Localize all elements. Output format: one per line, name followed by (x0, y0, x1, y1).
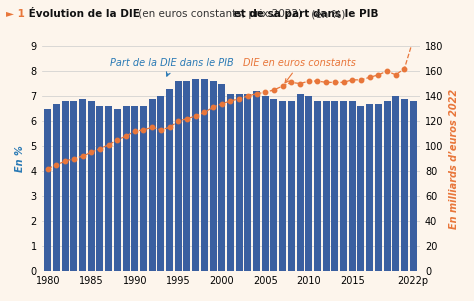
Bar (88, 101, 95, 271)
Bar (114, 109, 121, 271)
Bar (105, 106, 112, 271)
Bar (140, 106, 147, 271)
Bar (53, 104, 60, 271)
Text: (en %): (en %) (308, 9, 346, 19)
Bar (305, 96, 312, 271)
Bar (227, 94, 234, 271)
Bar (245, 94, 251, 271)
Bar (340, 101, 347, 271)
Bar (201, 79, 208, 271)
Bar (288, 101, 295, 271)
Bar (79, 99, 86, 271)
Bar (236, 94, 243, 271)
Bar (323, 101, 329, 271)
Bar (253, 91, 260, 271)
Bar (210, 81, 217, 271)
Bar (279, 101, 286, 271)
Y-axis label: En %: En % (15, 145, 25, 172)
Bar (218, 84, 225, 271)
Bar (271, 99, 277, 271)
Bar (44, 109, 51, 271)
Bar (392, 96, 399, 271)
Text: Évolution de la DIE: Évolution de la DIE (25, 9, 139, 19)
Text: ► 1: ► 1 (6, 9, 25, 19)
Bar (314, 101, 321, 271)
Text: et de sa part dans le PIB: et de sa part dans le PIB (230, 9, 378, 19)
Bar (62, 101, 69, 271)
Bar (192, 79, 199, 271)
Bar (331, 101, 338, 271)
Bar (149, 99, 155, 271)
Bar (70, 101, 77, 271)
Text: Part de la DIE dans le PIB: Part de la DIE dans le PIB (110, 58, 234, 76)
Bar (175, 81, 182, 271)
Y-axis label: En milliards d’euros 2022: En milliards d’euros 2022 (449, 88, 459, 229)
Bar (401, 99, 408, 271)
Bar (366, 104, 373, 271)
Bar (157, 96, 164, 271)
Bar (375, 104, 382, 271)
Bar (131, 106, 138, 271)
Bar (383, 101, 391, 271)
Bar (297, 94, 303, 271)
Bar (183, 81, 191, 271)
Bar (357, 106, 365, 271)
Text: DIE en euros constants: DIE en euros constants (244, 58, 356, 83)
Bar (349, 101, 356, 271)
Bar (410, 101, 417, 271)
Text: (en euros constants, prix 2022): (en euros constants, prix 2022) (135, 9, 302, 19)
Bar (166, 88, 173, 271)
Bar (123, 106, 129, 271)
Bar (97, 106, 103, 271)
Bar (262, 96, 269, 271)
